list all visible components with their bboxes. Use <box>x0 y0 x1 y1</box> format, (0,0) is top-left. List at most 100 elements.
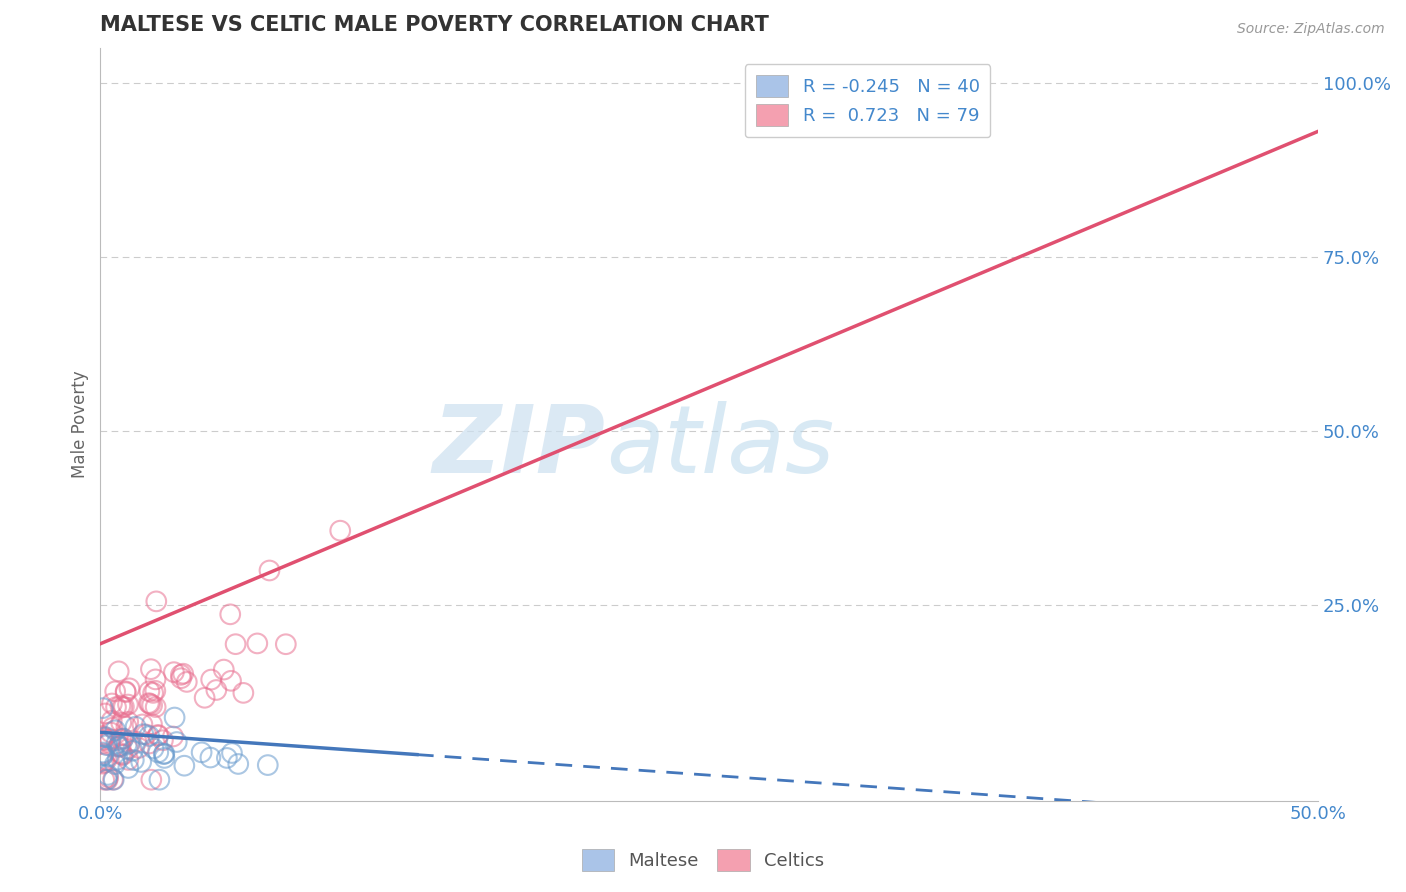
Point <box>91 756 114 771</box>
Point <box>101 721 124 735</box>
Point <box>93 772 115 787</box>
Point <box>91 731 114 745</box>
Point <box>142 686 165 700</box>
Point <box>105 736 128 750</box>
Point <box>115 738 138 752</box>
Point <box>139 662 162 676</box>
Point <box>101 772 124 787</box>
Point <box>148 746 170 760</box>
Point <box>104 757 127 772</box>
Point <box>91 701 114 715</box>
Point <box>226 756 249 771</box>
Point <box>170 671 193 685</box>
Point <box>138 684 160 698</box>
Point <box>256 758 278 772</box>
Point <box>111 747 134 762</box>
Point <box>125 734 148 748</box>
Point <box>93 756 115 770</box>
Point <box>221 746 243 760</box>
Point <box>107 739 129 754</box>
Point <box>139 697 162 711</box>
Point <box>91 747 114 762</box>
Point <box>112 699 135 714</box>
Point <box>138 737 160 751</box>
Point <box>132 727 155 741</box>
Point <box>145 673 167 687</box>
Point <box>259 564 281 578</box>
Point <box>98 732 121 747</box>
Point <box>219 607 242 622</box>
Point <box>103 772 125 787</box>
Point <box>105 700 128 714</box>
Point <box>117 753 139 767</box>
Point <box>107 665 129 679</box>
Point <box>122 753 145 767</box>
Point <box>118 736 141 750</box>
Point <box>110 698 132 713</box>
Point <box>112 731 135 746</box>
Point <box>111 700 134 714</box>
Point <box>117 742 139 756</box>
Point <box>96 753 118 767</box>
Point <box>138 729 160 743</box>
Point <box>91 732 114 747</box>
Point <box>194 690 217 705</box>
Point <box>143 683 166 698</box>
Point <box>200 750 222 764</box>
Point <box>141 717 163 731</box>
Point <box>163 665 186 680</box>
Point <box>172 666 194 681</box>
Point <box>205 683 228 698</box>
Point <box>212 663 235 677</box>
Point <box>176 674 198 689</box>
Point <box>135 727 157 741</box>
Legend: R = -0.245   N = 40, R =  0.723   N = 79: R = -0.245 N = 40, R = 0.723 N = 79 <box>745 64 990 137</box>
Point <box>94 731 117 745</box>
Point <box>107 753 129 767</box>
Point <box>200 673 222 687</box>
Point <box>108 739 131 753</box>
Point <box>111 731 134 746</box>
Point <box>131 717 153 731</box>
Point <box>110 747 132 761</box>
Point <box>91 748 114 763</box>
Point <box>117 761 139 775</box>
Point <box>153 751 176 765</box>
Point <box>101 697 124 711</box>
Point <box>91 746 114 760</box>
Point <box>100 714 122 728</box>
Point <box>104 684 127 698</box>
Point <box>166 735 188 749</box>
Point <box>274 637 297 651</box>
Point <box>97 770 120 784</box>
Point <box>91 729 114 743</box>
Point <box>108 739 131 754</box>
Point <box>162 730 184 744</box>
Point <box>94 706 117 721</box>
Point <box>225 637 247 651</box>
Point <box>97 749 120 764</box>
Point <box>142 741 165 756</box>
Point <box>146 729 169 743</box>
Point <box>104 723 127 738</box>
Legend: Maltese, Celtics: Maltese, Celtics <box>575 842 831 879</box>
Point <box>96 738 118 752</box>
Point <box>97 772 120 787</box>
Point <box>145 700 167 714</box>
Point <box>96 772 118 787</box>
Point <box>190 745 212 759</box>
Text: MALTESE VS CELTIC MALE POVERTY CORRELATION CHART: MALTESE VS CELTIC MALE POVERTY CORRELATI… <box>100 15 769 35</box>
Point <box>121 744 143 758</box>
Point <box>152 733 174 747</box>
Point <box>329 524 352 538</box>
Point <box>110 739 132 754</box>
Point <box>97 768 120 782</box>
Point <box>117 698 139 712</box>
Point <box>141 698 163 713</box>
Point <box>153 747 176 761</box>
Point <box>110 715 132 730</box>
Point <box>118 681 141 696</box>
Point <box>163 710 186 724</box>
Point <box>145 594 167 608</box>
Text: atlas: atlas <box>606 401 834 492</box>
